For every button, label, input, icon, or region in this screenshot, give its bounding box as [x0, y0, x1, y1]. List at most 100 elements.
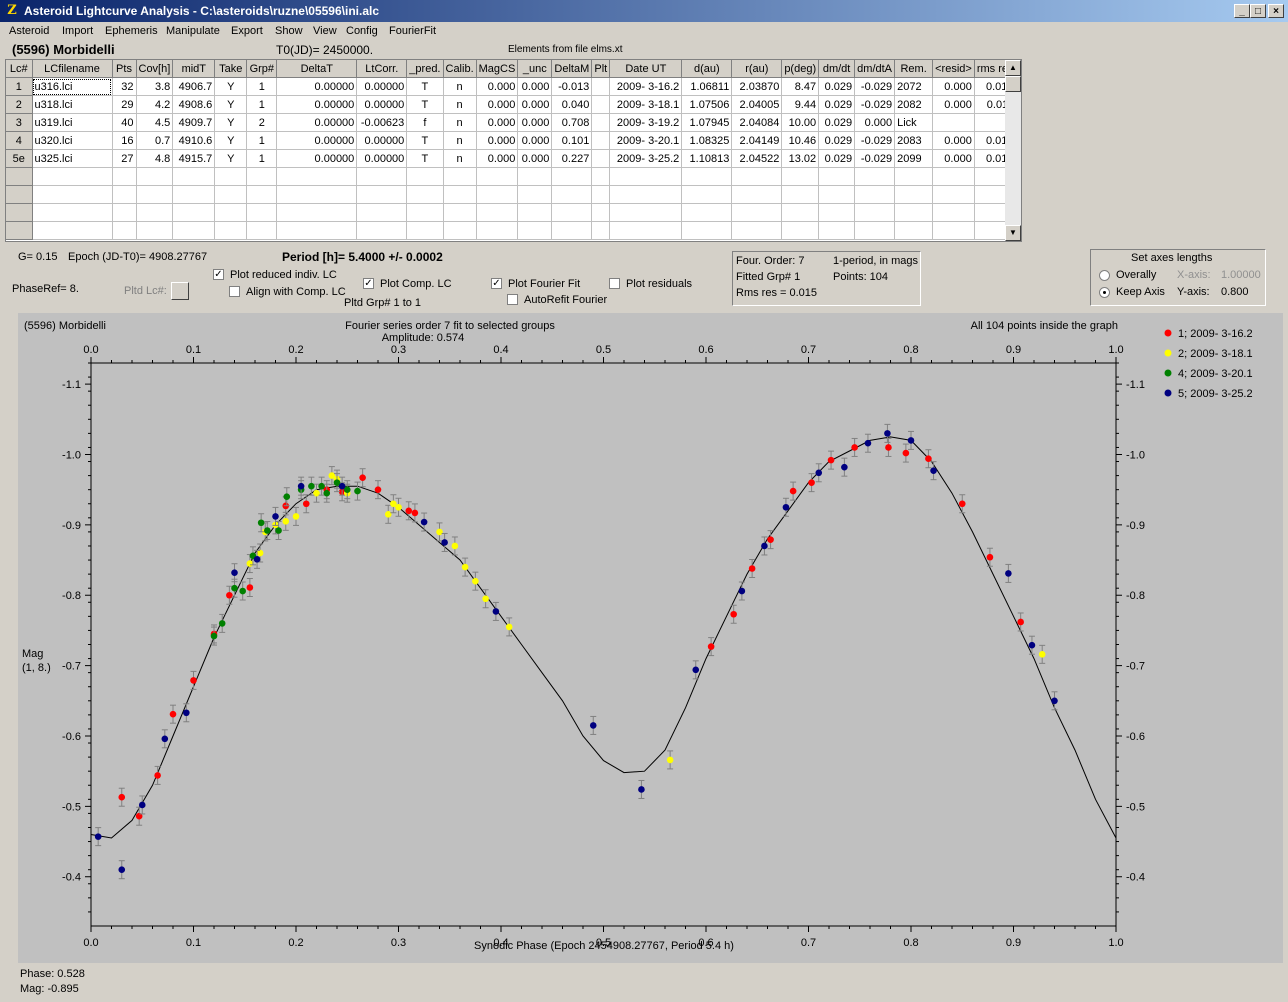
table-cell[interactable]: 0.000: [476, 131, 519, 150]
table-cell[interactable]: 0.029: [818, 131, 856, 150]
table-cell[interactable]: [731, 167, 783, 186]
table-cell[interactable]: [443, 221, 477, 240]
table-cell[interactable]: [781, 221, 820, 240]
table-cell[interactable]: [781, 185, 820, 204]
overally-radio[interactable]: [1099, 270, 1110, 281]
plot-reduced-checkbox[interactable]: ✓: [213, 269, 224, 280]
table-cell[interactable]: [894, 167, 934, 186]
table-cell[interactable]: 16: [112, 131, 137, 150]
table-cell[interactable]: [609, 185, 683, 204]
table-cell[interactable]: [551, 221, 593, 240]
table-cell[interactable]: [591, 131, 611, 150]
table-cell[interactable]: 1.07945: [681, 113, 733, 132]
table-cell[interactable]: 9.44: [781, 95, 820, 114]
table-cell[interactable]: Y: [214, 77, 248, 96]
row-header[interactable]: 2: [6, 95, 33, 114]
table-cell[interactable]: [172, 221, 216, 240]
table-cell[interactable]: [214, 203, 248, 222]
menu-config[interactable]: Config: [346, 25, 378, 37]
row-header[interactable]: [6, 221, 33, 240]
row-header[interactable]: [6, 203, 33, 222]
scroll-thumb[interactable]: [1005, 76, 1021, 92]
table-cell[interactable]: 2082: [894, 95, 934, 114]
column-header[interactable]: r(au): [731, 60, 783, 78]
table-cell[interactable]: [443, 167, 477, 186]
table-cell[interactable]: -0.00623: [356, 113, 408, 132]
minimize-button[interactable]: _: [1234, 4, 1250, 18]
table-cell[interactable]: n: [443, 131, 477, 150]
table-cell[interactable]: n: [443, 149, 477, 168]
table-cell[interactable]: [214, 221, 248, 240]
table-cell[interactable]: -0.029: [854, 77, 896, 96]
x-axis-value[interactable]: 1.00000: [1221, 269, 1261, 281]
table-cell[interactable]: [246, 167, 278, 186]
table-cell[interactable]: 0.00000: [356, 95, 408, 114]
column-header[interactable]: _unc: [517, 60, 553, 78]
table-cell[interactable]: 29: [112, 95, 137, 114]
table-cell[interactable]: [172, 167, 216, 186]
table-cell[interactable]: [356, 203, 408, 222]
table-cell[interactable]: [112, 221, 137, 240]
table-cell[interactable]: 0.00000: [276, 149, 358, 168]
column-header[interactable]: Grp#: [246, 60, 278, 78]
table-cell[interactable]: 0.000: [932, 77, 975, 96]
autorefit-checkbox[interactable]: [507, 294, 518, 305]
table-cell[interactable]: [818, 203, 856, 222]
table-cell[interactable]: 4.8: [136, 149, 174, 168]
table-cell[interactable]: 2: [246, 113, 278, 132]
plot-fourier-checkbox[interactable]: ✓: [491, 278, 502, 289]
table-cell[interactable]: 8.47: [781, 77, 820, 96]
table-cell[interactable]: [356, 221, 408, 240]
table-cell[interactable]: -0.029: [854, 149, 896, 168]
table-cell[interactable]: [136, 185, 174, 204]
table-cell[interactable]: 2009- 3-18.1: [609, 95, 683, 114]
table-cell[interactable]: [517, 203, 553, 222]
table-cell[interactable]: [172, 203, 216, 222]
column-header[interactable]: DeltaT: [276, 60, 358, 78]
menu-view[interactable]: View: [313, 25, 337, 37]
table-cell[interactable]: u319.lci: [32, 113, 113, 132]
y-axis-value[interactable]: 0.800: [1221, 286, 1249, 298]
table-cell[interactable]: Y: [214, 149, 248, 168]
table-cell[interactable]: [681, 167, 733, 186]
column-header[interactable]: Pts: [112, 60, 137, 78]
table-cell[interactable]: f: [406, 113, 444, 132]
table-cell[interactable]: [591, 77, 611, 96]
table-cell[interactable]: 4908.6: [172, 95, 216, 114]
table-row[interactable]: [6, 167, 1017, 186]
table-cell[interactable]: 2.04522: [731, 149, 783, 168]
table-cell[interactable]: [818, 185, 856, 204]
table-cell[interactable]: 0.00000: [356, 149, 408, 168]
table-cell[interactable]: 0.101: [551, 131, 593, 150]
column-header[interactable]: Rem.: [894, 60, 934, 78]
table-cell[interactable]: 3.8: [136, 77, 174, 96]
column-header[interactable]: Date UT: [609, 60, 683, 78]
table-cell[interactable]: [681, 203, 733, 222]
table-cell[interactable]: [406, 221, 444, 240]
table-cell[interactable]: [932, 113, 975, 132]
align-comp-checkbox[interactable]: [229, 286, 240, 297]
menu-ephemeris[interactable]: Ephemeris: [105, 25, 158, 37]
table-cell[interactable]: 2072: [894, 77, 934, 96]
table-cell[interactable]: 13.02: [781, 149, 820, 168]
table-cell[interactable]: 40: [112, 113, 137, 132]
table-cell[interactable]: [932, 185, 975, 204]
table-cell[interactable]: 1.10813: [681, 149, 733, 168]
table-cell[interactable]: 32: [112, 77, 137, 96]
table-cell[interactable]: [476, 167, 519, 186]
table-cell[interactable]: [136, 221, 174, 240]
table-cell[interactable]: 0.000: [517, 131, 553, 150]
table-cell[interactable]: -0.013: [551, 77, 593, 96]
maximize-button[interactable]: □: [1250, 4, 1266, 18]
plot-residuals-checkbox[interactable]: [609, 278, 620, 289]
table-cell[interactable]: [276, 167, 358, 186]
table-cell[interactable]: 10.46: [781, 131, 820, 150]
table-cell[interactable]: 0.000: [517, 113, 553, 132]
table-cell[interactable]: Y: [214, 95, 248, 114]
table-cell[interactable]: [517, 221, 553, 240]
table-cell[interactable]: 1.08325: [681, 131, 733, 150]
table-cell[interactable]: n: [443, 95, 477, 114]
table-cell[interactable]: 0.00000: [276, 77, 358, 96]
table-cell[interactable]: [172, 185, 216, 204]
